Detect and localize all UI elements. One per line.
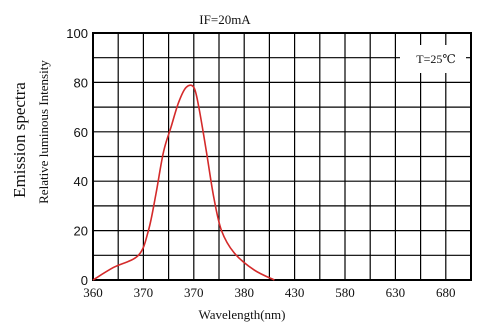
annotation-text: T=25℃: [416, 52, 456, 66]
x-tick-label: 630: [386, 285, 406, 300]
chart-title: IF=20mA: [199, 12, 251, 27]
x-axis-ticks: 360370370380430580630680730780: [83, 285, 456, 300]
plot-frame: [92, 32, 472, 281]
x-tick-label: 380: [234, 285, 254, 300]
y-tick-label: 80: [74, 75, 88, 90]
y-tick-label: 0: [81, 273, 88, 288]
y-tick-label: 60: [74, 125, 88, 140]
x-tick-label: 360: [83, 285, 103, 300]
grid: [93, 33, 471, 280]
x-tick-label: 370: [184, 285, 204, 300]
y-tick-label: 40: [74, 174, 88, 189]
annotation-box: [400, 45, 466, 73]
y-tick-label: 100: [66, 26, 88, 41]
x-axis-label: Wavelength(nm): [198, 307, 285, 322]
x-tick-label: 580: [335, 285, 355, 300]
y-axis-label: Relative luminous Intensity: [36, 60, 51, 204]
y-axis-outer-label: Emission spectra: [10, 82, 29, 198]
emission-curve: [92, 84, 275, 281]
y-tick-label: 20: [74, 224, 88, 239]
x-tick-label: 430: [285, 285, 305, 300]
x-tick-label: 370: [134, 285, 154, 300]
series-layer: [92, 84, 275, 281]
y-axis-ticks: 0 20 40 60 80 100: [66, 26, 88, 288]
x-tick-label: 680: [436, 285, 456, 300]
